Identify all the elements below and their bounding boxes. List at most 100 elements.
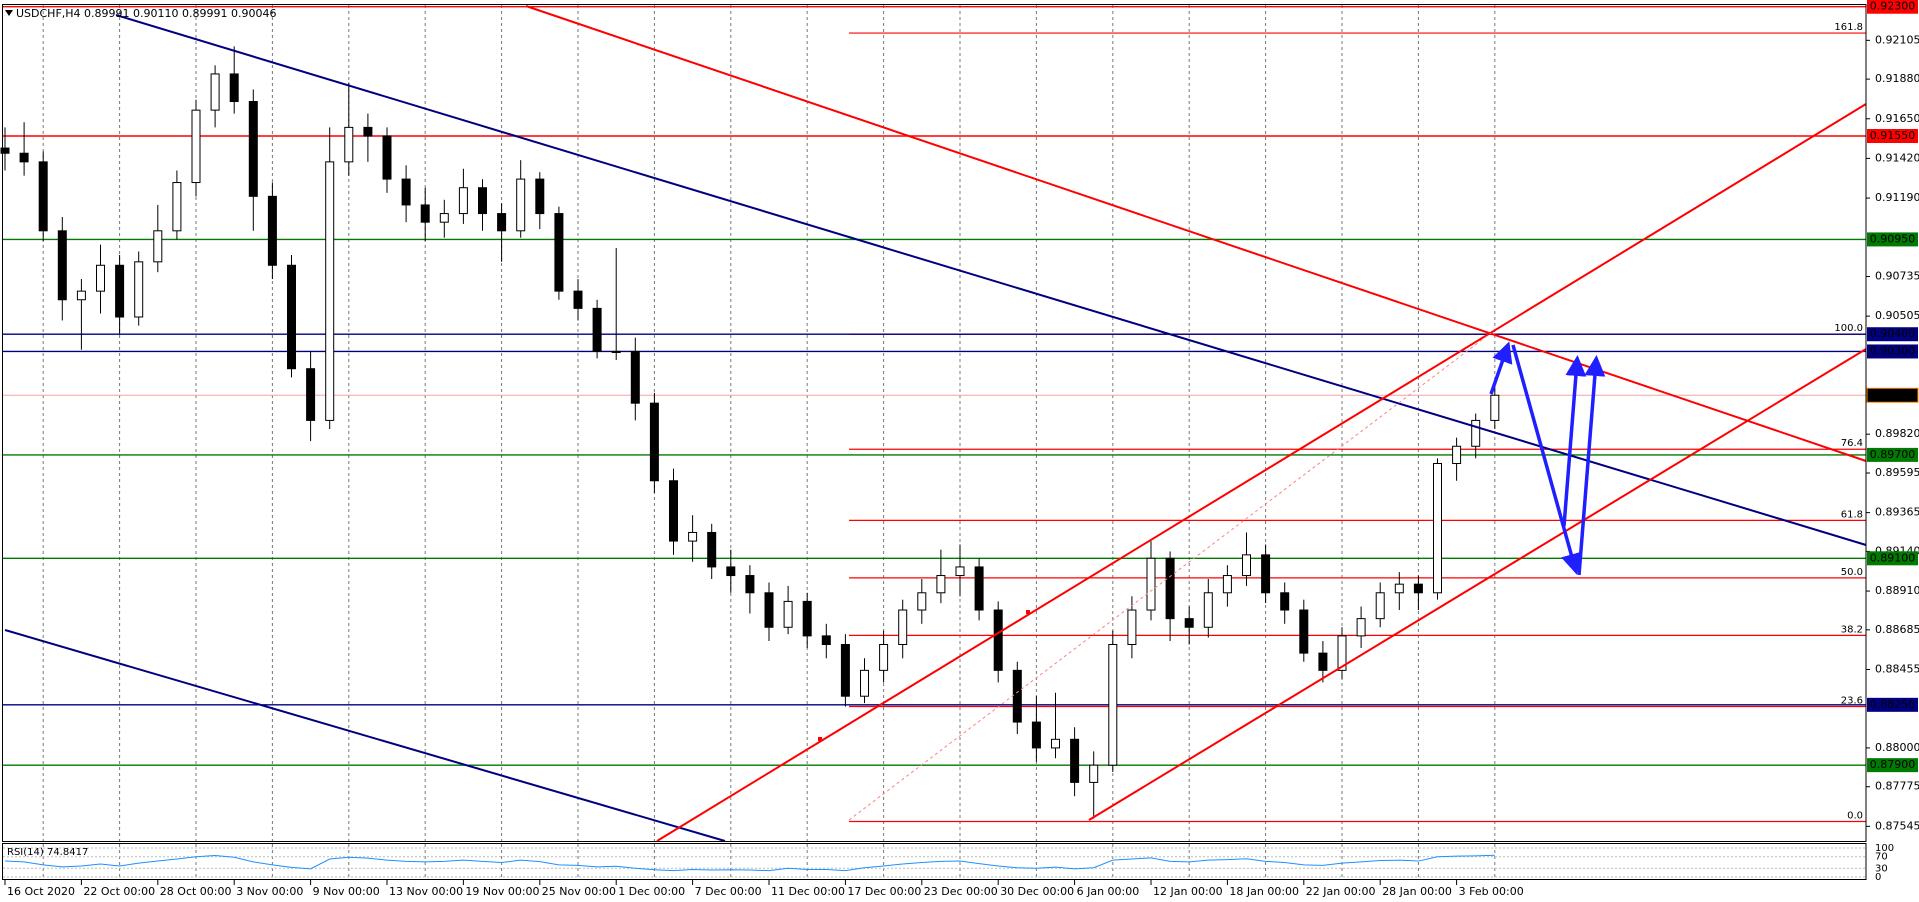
candle-body bbox=[1051, 738, 1060, 749]
candle-body bbox=[688, 531, 698, 542]
rsi-line bbox=[4, 854, 1495, 872]
candle-body bbox=[439, 213, 449, 223]
candle-body bbox=[96, 264, 105, 292]
candle-body bbox=[1127, 609, 1137, 645]
x-tick-label: 28 Oct 00:00 bbox=[160, 885, 232, 898]
level-label: 0.91550 bbox=[1870, 129, 1916, 142]
candle-body bbox=[1471, 419, 1481, 447]
level-box bbox=[1867, 697, 1918, 712]
rsi-tick-label: 30 bbox=[1875, 863, 1888, 874]
forecast-arrows bbox=[1489, 341, 1606, 576]
candle-body bbox=[535, 178, 545, 215]
y-tick-label: 0.89365 bbox=[1875, 506, 1919, 519]
candle-body bbox=[420, 204, 430, 223]
symbol-header: USDCHF,H4 0.89991 0.90110 0.89991 0.9004… bbox=[16, 7, 277, 20]
fib-label: 23.6 bbox=[1841, 696, 1863, 707]
y-tick-label: 0.88455 bbox=[1875, 662, 1919, 675]
trendline bbox=[115, 14, 1867, 546]
candle-body bbox=[267, 195, 277, 266]
collapse-icon[interactable] bbox=[5, 10, 13, 16]
y-tick-label: 0.87545 bbox=[1875, 819, 1919, 832]
candle-body bbox=[879, 643, 889, 671]
trendline bbox=[525, 5, 1867, 462]
x-tick-label: 22 Oct 00:00 bbox=[83, 885, 155, 898]
level-label: 0.90950 bbox=[1870, 232, 1916, 245]
x-tick-label: 28 Jan 00:00 bbox=[1382, 885, 1452, 898]
candle-body bbox=[497, 213, 507, 232]
candle-body bbox=[630, 350, 640, 404]
fib-label: 100.0 bbox=[1834, 323, 1863, 334]
level-box bbox=[1867, 327, 1918, 342]
channel-line bbox=[1088, 348, 1867, 821]
y-tick-label: 0.91190 bbox=[1875, 191, 1919, 204]
fib-diagonal bbox=[848, 332, 1492, 821]
x-tick-label: 11 Dec 00:00 bbox=[771, 885, 845, 898]
x-tick-label: 6 Jan 00:00 bbox=[1077, 885, 1140, 898]
candle-body bbox=[191, 109, 201, 184]
rsi-pane-border bbox=[2, 843, 1867, 880]
level-label: 0.90400 bbox=[1870, 327, 1916, 340]
candle-body bbox=[1070, 738, 1080, 783]
candle-body bbox=[325, 161, 335, 421]
candle-body bbox=[19, 152, 29, 163]
candle-body bbox=[287, 264, 296, 370]
candle-body bbox=[1261, 554, 1271, 594]
level-label: 0.87900 bbox=[1870, 758, 1916, 771]
candle-body bbox=[974, 566, 984, 611]
candle-body bbox=[1375, 592, 1385, 620]
axes: 0.92105 0.91880 0.91650 0.91420 0.91190 0.907… bbox=[4, 0, 1919, 898]
y-tick-label: 0.89595 bbox=[1875, 466, 1919, 479]
x-tick-label: 9 Nov 00:00 bbox=[313, 885, 380, 898]
candle-body bbox=[840, 643, 850, 697]
candle-body bbox=[344, 126, 354, 163]
levels: 161.8 100.0 76.4 61.8 50.0 38.2 23.6 0.0 bbox=[3, 6, 1866, 823]
candle-body bbox=[1337, 635, 1347, 671]
candle-body bbox=[115, 264, 125, 318]
anchor-point bbox=[1026, 610, 1030, 614]
candle-body bbox=[210, 73, 220, 111]
candle-body bbox=[458, 187, 468, 215]
y-tick-label: 0.88910 bbox=[1875, 584, 1919, 597]
candle-body bbox=[1146, 557, 1156, 611]
level-box bbox=[1867, 0, 1918, 14]
candle-body bbox=[1413, 583, 1423, 594]
candle-body bbox=[1356, 618, 1366, 637]
candle-body bbox=[76, 290, 86, 301]
candle-body bbox=[1222, 575, 1232, 594]
y-tick-label: 0.90735 bbox=[1875, 269, 1919, 282]
candle-body bbox=[229, 73, 239, 103]
x-tick-label: 16 Oct 2020 bbox=[7, 885, 75, 898]
candle-body bbox=[936, 575, 946, 594]
x-tick-label: 30 Dec 00:00 bbox=[1000, 885, 1074, 898]
y-tick-label: 0.91420 bbox=[1875, 151, 1919, 164]
candle-body bbox=[153, 230, 163, 263]
candle-body bbox=[1433, 463, 1442, 594]
fib-label: 0.0 bbox=[1847, 811, 1863, 822]
arrow bbox=[1577, 355, 1606, 576]
frame bbox=[2, 4, 1867, 880]
candle-body bbox=[1108, 643, 1118, 766]
level-label: 0.89700 bbox=[1870, 448, 1916, 461]
candle-body bbox=[57, 230, 67, 301]
level-label: 0.88250 bbox=[1870, 698, 1916, 711]
x-tick-label: 7 Dec 00:00 bbox=[695, 885, 762, 898]
candle-body bbox=[38, 161, 48, 232]
x-tick-label: 12 Jan 00:00 bbox=[1153, 885, 1223, 898]
y-tick-label: 0.91880 bbox=[1875, 72, 1919, 85]
candle-body bbox=[764, 592, 774, 628]
candle-body bbox=[363, 126, 373, 137]
candle-body bbox=[1031, 721, 1041, 749]
x-tick-label: 23 Dec 00:00 bbox=[924, 885, 998, 898]
candle-body bbox=[592, 307, 602, 352]
trendline bbox=[4, 629, 726, 842]
level-label: 0.89100 bbox=[1870, 551, 1916, 564]
candle-body bbox=[306, 368, 316, 421]
candle-body bbox=[134, 261, 144, 318]
candle-body bbox=[1242, 554, 1251, 577]
price-box bbox=[1866, 387, 1919, 403]
y-tick-label: 0.87775 bbox=[1875, 780, 1919, 793]
fib-label: 76.4 bbox=[1841, 438, 1863, 449]
y-tick-label: 0.91650 bbox=[1875, 112, 1919, 125]
